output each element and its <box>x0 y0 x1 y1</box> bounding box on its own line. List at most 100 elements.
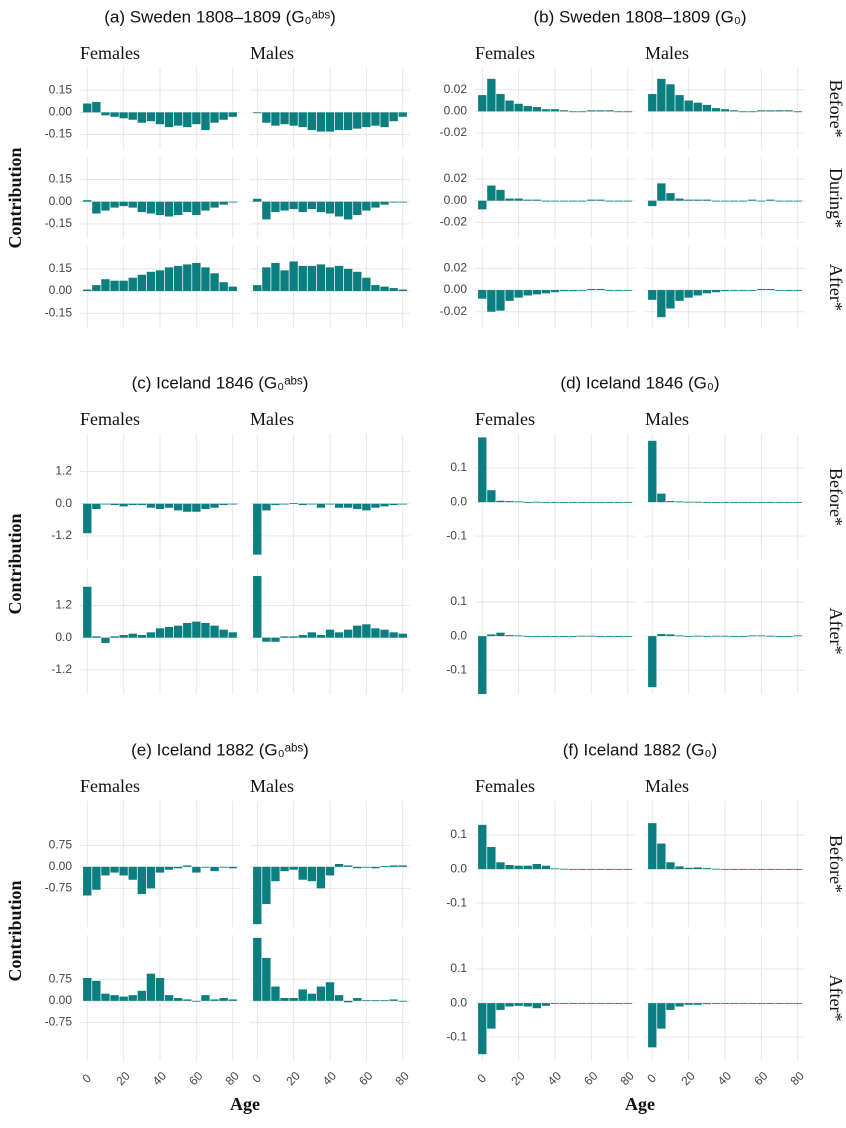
bar <box>784 502 793 503</box>
x-tick-label: 80 <box>222 1069 242 1089</box>
bar <box>83 977 92 1001</box>
bar <box>201 995 210 1001</box>
bar <box>253 112 262 114</box>
bar <box>739 636 748 637</box>
bar <box>128 995 137 1001</box>
bar <box>262 201 271 220</box>
bar <box>371 866 380 869</box>
bar <box>271 503 280 506</box>
y-tick-label: 0.15 <box>49 172 73 186</box>
x-tick-label: 0 <box>249 1071 264 1086</box>
bar <box>92 201 101 214</box>
bar <box>766 110 775 112</box>
panel-title: (b) Sweden 1808–1809 (G₀) <box>533 7 746 26</box>
bar <box>739 1003 748 1004</box>
x-axis-label: Age <box>230 1094 260 1114</box>
bar <box>128 503 137 506</box>
x-axis-label: Age <box>625 1094 655 1114</box>
bar <box>693 501 702 503</box>
y-tick-label: 0.15 <box>49 261 73 275</box>
bar <box>614 111 623 113</box>
facet-label: Males <box>250 776 294 796</box>
y-tick-label: 0.02 <box>444 171 468 185</box>
bar <box>146 271 156 292</box>
bar <box>219 112 228 120</box>
bar <box>101 112 110 116</box>
bar <box>550 1003 560 1004</box>
bar <box>228 112 237 117</box>
bar <box>371 1000 380 1002</box>
bar <box>775 636 784 637</box>
x-tick-label: 60 <box>751 1069 771 1089</box>
bar <box>657 1003 666 1029</box>
bar <box>766 502 775 503</box>
bar <box>784 869 793 870</box>
bar <box>541 1003 551 1006</box>
bar <box>541 502 551 503</box>
bar <box>775 869 784 870</box>
y-tick-label: 0.00 <box>444 104 468 118</box>
bar <box>523 105 532 112</box>
panel-title: (c) Iceland 1846 (G₀ᵃᵇˢ) <box>132 373 309 392</box>
x-tick-label: 40 <box>545 1069 565 1089</box>
bar <box>210 112 219 123</box>
bar <box>92 636 101 638</box>
bar <box>757 635 766 637</box>
bar <box>380 286 389 292</box>
bar <box>496 189 505 201</box>
bar <box>353 998 362 1001</box>
bar <box>657 290 666 318</box>
bar <box>793 290 802 291</box>
bar <box>398 503 407 505</box>
bar <box>596 502 605 503</box>
bar <box>92 102 101 113</box>
bar <box>487 185 496 201</box>
bar <box>648 290 657 300</box>
facet-label: Females <box>475 776 535 796</box>
bar <box>316 503 326 508</box>
bar <box>298 989 307 1001</box>
bar <box>720 290 730 292</box>
bar <box>657 843 666 870</box>
bar <box>262 866 271 905</box>
bar <box>569 1003 578 1004</box>
bar <box>550 200 560 202</box>
bar <box>92 285 101 292</box>
row-label: Before* <box>826 80 846 138</box>
bar <box>380 1000 389 1002</box>
y-tick-label: -0.75 <box>45 881 73 895</box>
bar <box>192 621 201 638</box>
bar <box>183 112 192 128</box>
bar <box>119 112 128 119</box>
bar <box>210 503 219 508</box>
bar <box>210 625 219 638</box>
row-label: Before* <box>826 835 846 893</box>
bar <box>155 866 165 873</box>
bar <box>614 636 623 637</box>
row-label: Before* <box>826 468 846 526</box>
y-tick-label: -0.1 <box>446 528 467 542</box>
bar <box>146 112 156 122</box>
bar <box>684 501 693 503</box>
y-tick-label: -0.15 <box>45 127 73 141</box>
bar <box>174 265 183 292</box>
bar <box>298 635 307 638</box>
y-tick-label: -0.02 <box>440 304 468 318</box>
bar <box>478 1003 487 1055</box>
bar <box>137 866 146 895</box>
bar <box>353 201 362 216</box>
bar <box>514 1003 523 1006</box>
bar <box>83 103 92 113</box>
bar <box>505 100 514 112</box>
bar <box>693 199 702 201</box>
bar <box>307 201 316 210</box>
bar <box>155 270 165 292</box>
bar <box>146 973 156 1001</box>
bar <box>775 290 784 291</box>
bar <box>164 503 174 508</box>
y-tick-label: 0.0 <box>450 995 467 1009</box>
bar <box>298 866 307 880</box>
bar <box>389 999 398 1001</box>
bar <box>523 636 532 637</box>
bar <box>398 1000 407 1002</box>
